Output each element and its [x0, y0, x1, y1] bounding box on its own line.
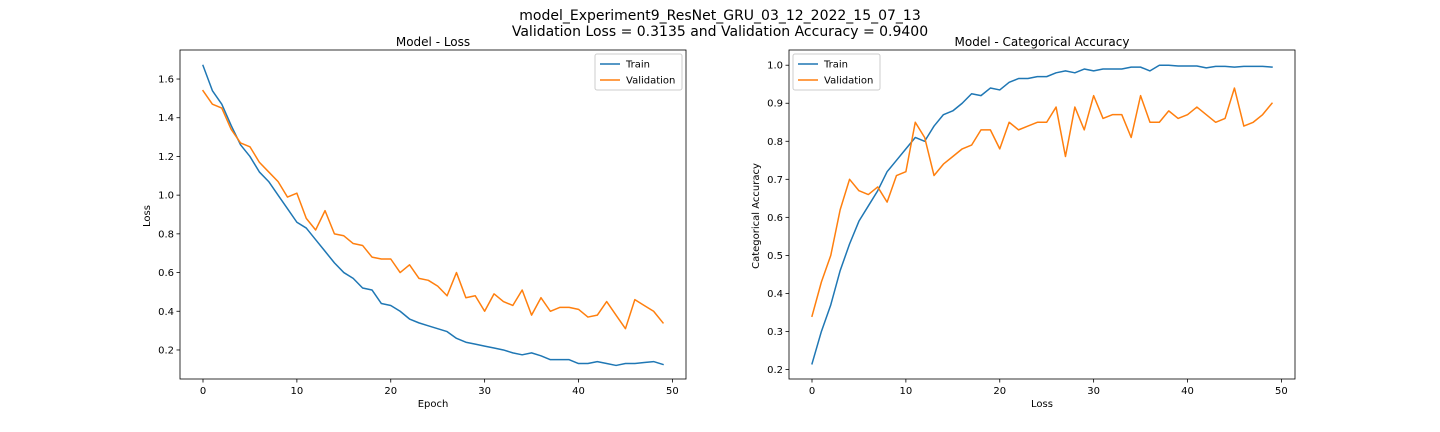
y-tick-label: 1.6 — [158, 75, 174, 86]
y-tick-label: 0.4 — [158, 307, 174, 318]
x-tick-label: 20 — [993, 386, 1006, 397]
y-tick-label: 0.8 — [767, 137, 783, 148]
y-tick-label: 1.2 — [158, 152, 174, 163]
y-tick-label: 1.0 — [158, 191, 174, 202]
x-tick-label: 10 — [291, 386, 304, 397]
x-tick-label: 50 — [1275, 386, 1288, 397]
axes-frame — [788, 49, 1296, 380]
x-axis-label: Epoch — [418, 399, 449, 410]
series-line-train — [202, 64, 664, 367]
y-tick-label: 1.0 — [767, 61, 783, 72]
legend-label: Train — [625, 60, 650, 71]
legend-label: Validation — [626, 76, 675, 87]
y-axis-label: Categorical Accuracy — [751, 163, 762, 269]
x-tick-label: 0 — [809, 386, 815, 397]
y-axis-label: Loss — [142, 205, 153, 227]
y-tick-label: 0.2 — [767, 365, 783, 376]
y-tick-label: 0.3 — [767, 327, 783, 338]
y-tick-label: 0.4 — [767, 289, 783, 300]
legend-box — [792, 53, 881, 91]
legend-box — [594, 53, 683, 91]
chart-title: Model - Categorical Accuracy — [955, 35, 1130, 49]
x-tick-label: 0 — [200, 386, 206, 397]
series-line-validation — [811, 87, 1274, 318]
y-tick-label: 0.2 — [158, 345, 174, 356]
y-tick-label: 0.5 — [767, 251, 783, 262]
y-tick-label: 1.4 — [158, 113, 174, 124]
y-tick-label: 0.7 — [767, 175, 783, 186]
y-tick-label: 0.9 — [767, 99, 783, 110]
accuracy-chart: Model - Categorical Accuracy Loss Catego… — [751, 35, 1296, 410]
series-line-train — [811, 64, 1273, 365]
series-line-validation — [201, 89, 665, 330]
x-tick-label: 30 — [478, 386, 491, 397]
x-tick-label: 40 — [1181, 386, 1194, 397]
x-tick-label: 50 — [666, 386, 679, 397]
x-tick-label: 10 — [900, 386, 913, 397]
suptitle-line1: model_Experiment9_ResNet_GRU_03_12_2022_… — [519, 8, 921, 24]
loss-chart: Model - Loss Epoch Loss 0 10 20 30 40 50 0.2 0.… — [142, 35, 687, 410]
legend: Train Validation — [792, 53, 881, 91]
suptitle-line2: Validation Loss = 0.3135 and Validation … — [512, 24, 928, 40]
x-tick-label: 40 — [572, 386, 585, 397]
legend: Train Validation — [594, 53, 683, 91]
y-tick-label: 0.6 — [767, 213, 783, 224]
x-axis-label: Loss — [1031, 399, 1053, 410]
chart-title: Model - Loss — [396, 35, 470, 49]
x-tick-label: 30 — [1087, 386, 1100, 397]
legend-label: Validation — [824, 76, 873, 87]
y-tick-label: 0.8 — [158, 229, 174, 240]
y-tick-label: 0.6 — [158, 268, 174, 279]
legend-label: Train — [823, 60, 848, 71]
axes-frame — [179, 49, 687, 380]
x-tick-label: 20 — [384, 386, 397, 397]
